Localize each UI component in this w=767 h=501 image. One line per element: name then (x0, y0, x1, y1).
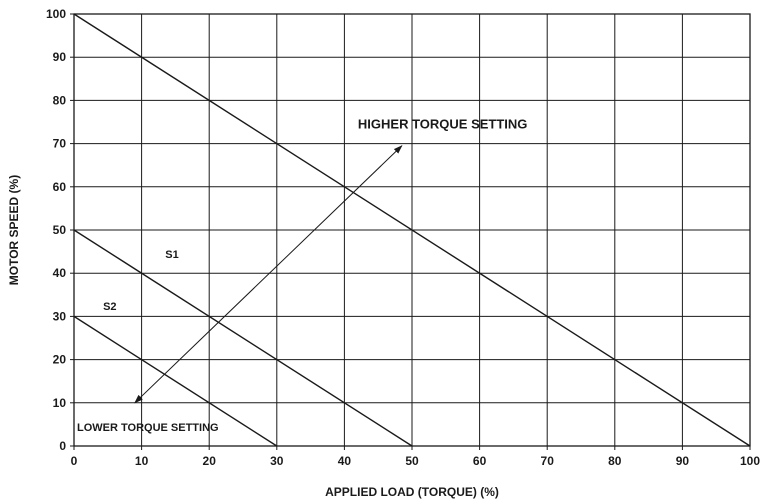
x-tick-label: 10 (135, 454, 149, 468)
x-tick-label: 80 (608, 454, 622, 468)
y-tick-label: 60 (53, 180, 67, 194)
annotation-2: LOWER TORQUE SETTING (77, 422, 219, 434)
annotation-4: S2 (103, 301, 116, 313)
y-tick-label: 40 (53, 266, 67, 280)
y-tick-label: 30 (53, 309, 67, 323)
x-tick-label: 100 (740, 454, 760, 468)
torque-setting-arrow (134, 145, 403, 404)
y-tick-label: 20 (53, 353, 67, 367)
y-tick-label: 0 (59, 439, 66, 453)
y-tick-label: 50 (53, 223, 67, 237)
x-tick-label: 30 (270, 454, 284, 468)
x-tick-label: 60 (473, 454, 487, 468)
series-line-2 (73, 229, 413, 447)
y-tick-label: 90 (53, 50, 67, 64)
x-tick-label: 20 (203, 454, 217, 468)
x-tick-label: 90 (676, 454, 690, 468)
y-tick-label: 100 (46, 7, 66, 21)
annotation-3: S1 (165, 249, 178, 261)
series-line-1 (73, 13, 751, 447)
annotation-1: HIGHER TORQUE SETTING (358, 116, 528, 131)
arrows (134, 145, 403, 404)
y-tick-label: 70 (53, 137, 67, 151)
x-tick-label: 70 (541, 454, 555, 468)
x-axis-label: APPLIED LOAD (TORQUE) (%) (325, 485, 499, 499)
y-tick-label: 80 (53, 93, 67, 107)
x-tick-label: 50 (405, 454, 419, 468)
y-tick-labels: 0 10 20 30 40 50 60 70 80 90 100 (46, 7, 74, 453)
y-tick-label: 10 (53, 396, 67, 410)
annotations: HIGHER TORQUE SETTING LOWER TORQUE SETTIN… (77, 116, 527, 433)
x-tick-labels: 0 10 20 30 40 50 60 70 80 90 100 (71, 446, 760, 468)
y-axis-label: MOTOR SPEED (%) (7, 175, 21, 285)
x-tick-label: 40 (338, 454, 352, 468)
x-tick-label: 0 (71, 454, 78, 468)
